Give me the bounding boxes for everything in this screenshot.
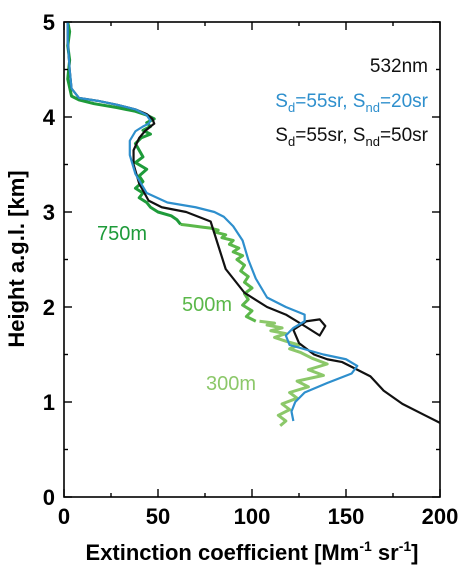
y-axis-title: Height a.g.l. [km]	[4, 170, 29, 347]
x-tick-label: 200	[422, 504, 459, 529]
x-tick-label: 150	[328, 504, 365, 529]
zone-label-300m: 300m	[206, 373, 256, 395]
y-tick-label: 4	[43, 105, 56, 130]
x-tick-label: 50	[146, 504, 170, 529]
series-layer	[66, 21, 441, 427]
y-tick-label: 5	[43, 10, 55, 35]
wavelength-annotation: 532nm	[370, 56, 428, 77]
series-line-blue	[66, 22, 359, 422]
x-tick-labels: 0 50 100 150 200	[58, 504, 458, 529]
y-tick-label: 3	[43, 200, 55, 225]
x-axis-title: Extinction coefficient [Mm-1 sr-1]	[86, 538, 419, 565]
x-tick-label: 100	[234, 504, 271, 529]
zone-label-500m: 500m	[182, 294, 232, 316]
tick-layer	[63, 21, 441, 498]
blue-series-annotation: Sd=55sr, Snd=20sr	[275, 91, 428, 115]
zone-label-750m: 750m	[97, 223, 147, 245]
y-tick-labels: 0 1 2 3 4 5	[43, 10, 56, 510]
series-line-green-light	[259, 319, 329, 427]
y-tick-label: 2	[43, 295, 55, 320]
y-tick-label: 1	[43, 390, 55, 415]
x-tick-label: 0	[58, 504, 70, 529]
black-series-annotation: Sd=55sr, Snd=50sr	[275, 125, 428, 149]
series-line-green-dark	[66, 21, 182, 226]
y-tick-label: 0	[43, 485, 55, 510]
